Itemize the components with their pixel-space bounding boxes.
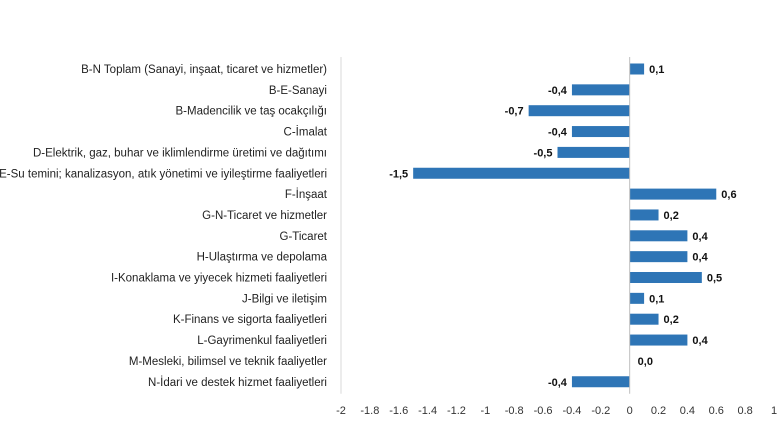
- category-label: J-Bilgi ve iletişim: [242, 293, 327, 305]
- bar: [571, 84, 630, 96]
- category-labels: B-N Toplam (Sanayi, inşaat, ticaret ve h…: [0, 64, 328, 389]
- x-tick-label: 0.4: [680, 405, 695, 417]
- category-label: I-Konaklama ve yiyecek hizmeti faaliyetl…: [111, 273, 327, 285]
- value-label: 0,6: [721, 189, 736, 201]
- bar: [629, 230, 688, 242]
- bar: [629, 209, 659, 221]
- x-tick-label: -1.2: [447, 405, 466, 417]
- value-label: -0,4: [548, 127, 568, 139]
- category-label: G-Ticaret: [280, 231, 328, 243]
- value-labels: 0,1 -0,4 -0,7 -0,4 -0,5 -1,5 0,6 0,2 0,4 0,4 0,5 0,…: [389, 64, 736, 389]
- x-tick-label: -0.2: [591, 405, 610, 417]
- category-label: H-Ulaştırma ve depolama: [197, 252, 328, 264]
- bar: [571, 376, 630, 388]
- value-label: 0,0: [638, 356, 653, 368]
- x-tick-label: -0.6: [534, 405, 553, 417]
- category-label: D-Elektrik, gaz, buhar ve iklimlendirme …: [33, 147, 327, 159]
- category-label: L-Gayrimenkul faaliyetleri: [197, 335, 327, 347]
- bar: [557, 146, 630, 158]
- bars: [413, 63, 717, 388]
- value-label: 0,1: [649, 64, 664, 76]
- x-tick-label: -1.4: [418, 405, 437, 417]
- value-label: -0,7: [505, 106, 524, 118]
- category-label: G-N-Ticaret ve hizmetler: [202, 210, 327, 222]
- value-label: 0,4: [692, 231, 708, 243]
- category-label: C-İmalat: [284, 126, 328, 139]
- x-tick-label: 0.2: [651, 405, 666, 417]
- x-tick-label: 0.6: [709, 405, 724, 417]
- value-label: 0,1: [649, 293, 664, 305]
- bar: [571, 126, 630, 138]
- bar: [629, 63, 645, 75]
- category-label: F-İnşaat: [285, 188, 328, 201]
- x-tick-label: -1.6: [389, 405, 408, 417]
- bar: [413, 167, 630, 179]
- value-label: -0,4: [548, 85, 568, 97]
- value-label: -0,4: [548, 377, 568, 389]
- bar: [629, 188, 717, 200]
- bar: [629, 313, 659, 325]
- x-tick-label: -2: [336, 405, 346, 417]
- category-label: B-E-Sanayi: [269, 85, 327, 97]
- value-label: 0,4: [692, 335, 708, 347]
- bar: [629, 251, 688, 263]
- category-label: K-Finans ve sigorta faaliyetleri: [173, 314, 327, 326]
- category-label: B-Madencilik ve taş ocakçılığı: [176, 106, 327, 118]
- bar: [528, 105, 630, 117]
- x-tick-label: -1: [480, 405, 490, 417]
- value-label: 0,5: [707, 273, 722, 285]
- x-tick-label: 0.8: [737, 405, 752, 417]
- bar: [629, 292, 645, 304]
- bar: [629, 334, 688, 346]
- x-tick-label: -0.4: [562, 405, 581, 417]
- value-label: 0,4: [692, 252, 708, 264]
- x-tick-label: -1.8: [360, 405, 379, 417]
- category-label: N-İdari ve destek hizmet faaliyetleri: [148, 376, 327, 389]
- bar: [629, 272, 702, 283]
- value-label: 0,2: [664, 314, 679, 326]
- category-label: E-Su temini; kanalizasyon, atık yönetimi…: [0, 168, 327, 180]
- category-label: B-N Toplam (Sanayi, inşaat, ticaret ve h…: [81, 64, 327, 76]
- value-label: 0,2: [664, 210, 679, 222]
- value-label: -0,5: [534, 147, 553, 159]
- x-axis-tick-labels: -2 -1.8 -1.6 -1.4 -1.2 -1 -0.8 -0.6 -0.4 -0.2 0 0.2…: [336, 405, 777, 417]
- x-tick-label: 0: [627, 405, 633, 417]
- x-tick-label: -0.8: [505, 405, 524, 417]
- value-label: -1,5: [389, 168, 408, 180]
- category-label: M-Mesleki, bilimsel ve teknik faaliyetle…: [129, 356, 327, 368]
- x-tick-label: 1: [771, 405, 777, 417]
